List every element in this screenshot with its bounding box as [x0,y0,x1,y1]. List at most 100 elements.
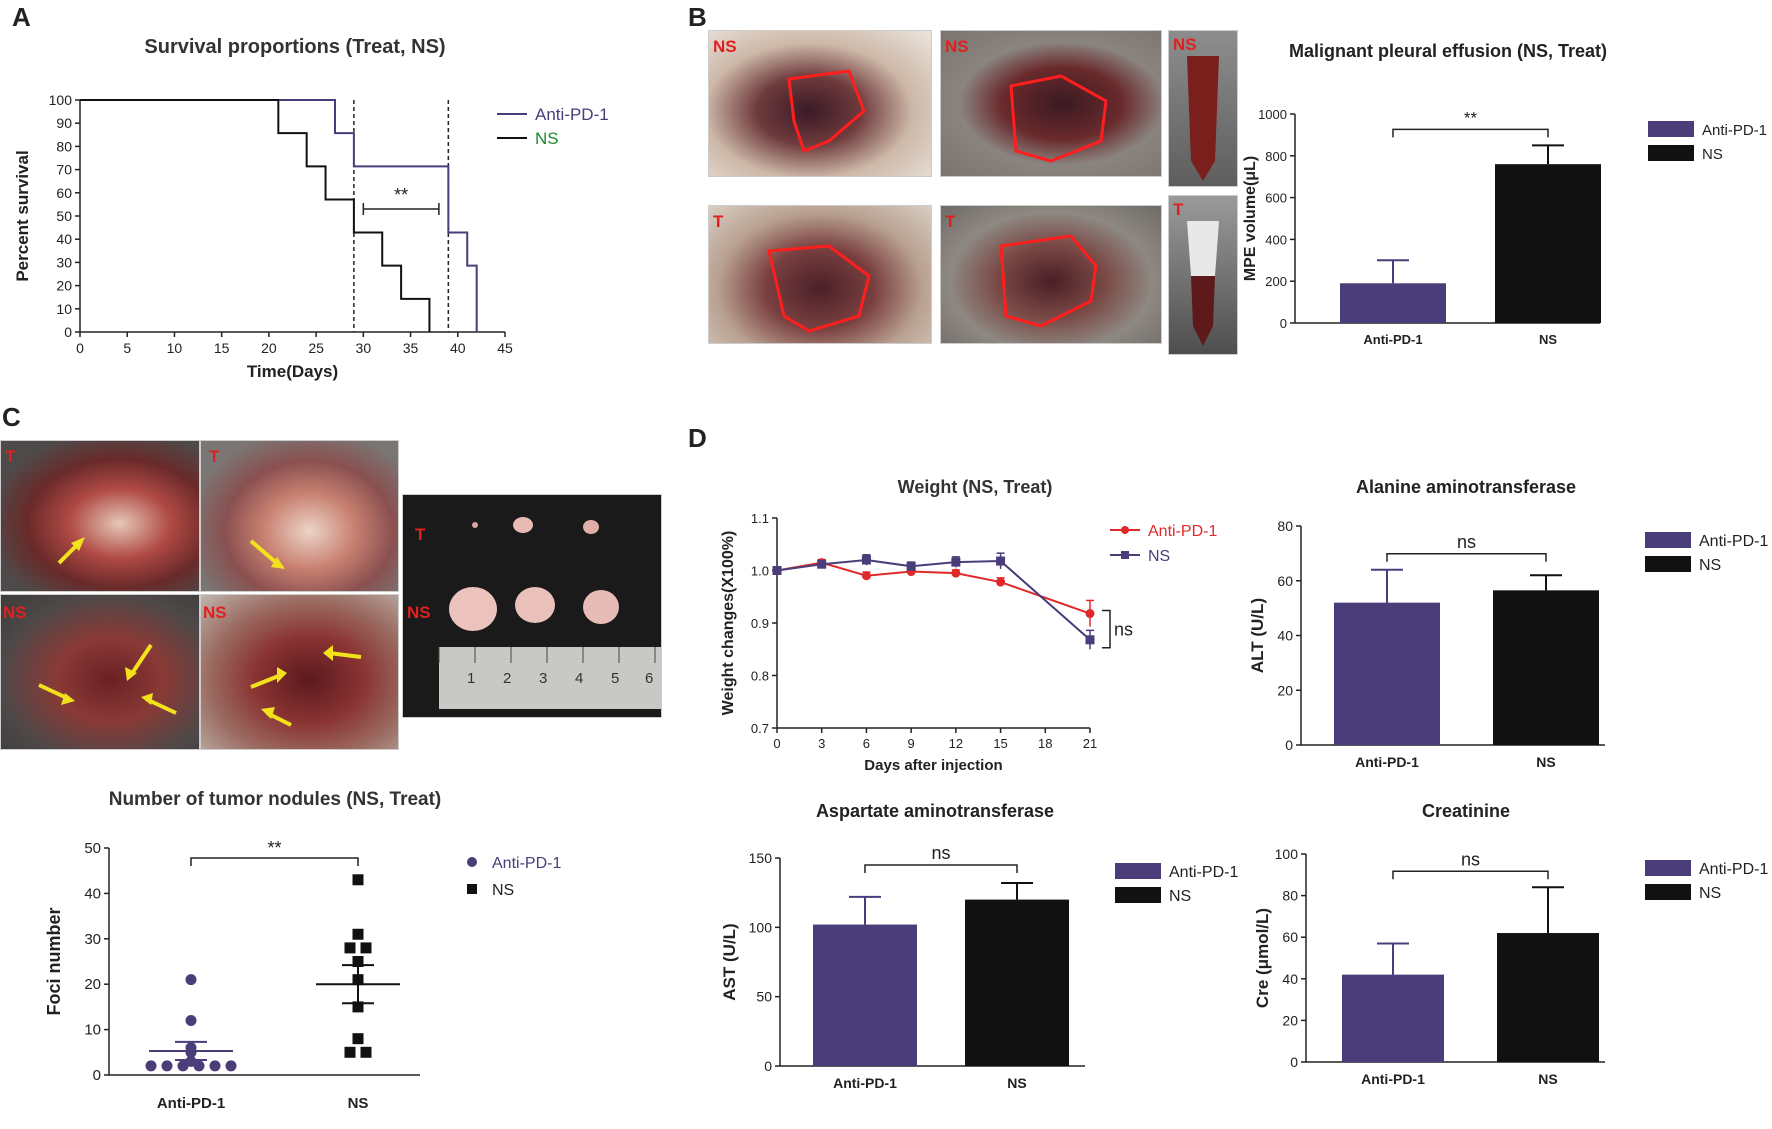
data-point [352,1001,364,1013]
y-tick-label: 30 [56,254,72,270]
y-tick-label: 10 [56,301,72,317]
y-tick-label: 0.7 [751,721,769,736]
tag-ns: NS [203,603,227,622]
y-tick-label: 30 [84,931,101,948]
significance-label: ns [931,843,950,863]
significance-bracket [1392,128,1549,138]
legend-label: Anti-PD-1 [492,855,561,872]
data-point [193,1060,205,1072]
ruler-number: 4 [575,670,583,687]
x-tick-label: 40 [450,340,466,356]
photo-b-tube-t: T [1168,195,1238,355]
legend-label: Anti-PD-1 [1699,861,1768,878]
y-tick-label: 0.9 [751,616,769,631]
legend-label: Anti-PD-1 [1148,523,1217,540]
y-tick-label: 50 [756,989,772,1005]
x-tick-label: 9 [908,736,915,751]
legend-label: NS [1169,888,1191,905]
tag-t: T [5,447,16,466]
data-point [360,1046,372,1058]
significance-bracket [1386,553,1547,562]
y-tick-label: 0 [1280,316,1287,331]
x-tick-label: NS [348,1095,369,1112]
chart-title: Survival proportions (Treat, NS) [144,36,445,58]
x-tick-label: 15 [993,736,1007,751]
x-tick-label: Anti-PD-1 [1363,332,1422,347]
legend-swatch [1648,145,1694,161]
x-tick-label: 10 [167,340,183,356]
x-tick-label: 25 [308,340,324,356]
legend-marker [1121,551,1129,559]
y-tick-label: 0.8 [751,669,769,684]
x-tick-label: 35 [403,340,419,356]
y-tick-label: 90 [56,115,72,131]
tag-t: T [415,525,426,544]
tag-ns: NS [3,603,27,622]
photo-b-tube-ns: NS [1168,30,1238,187]
x-tick-label: Anti-PD-1 [1355,754,1419,770]
y-tick-label: 0 [93,1067,101,1084]
y-tick-label: 0 [64,324,72,340]
chart-title: Creatinine [1422,801,1510,821]
y-axis-label: AST (U/L) [720,923,739,1000]
photo-b-t-1: T [708,205,932,344]
photo-c-t-1: T [0,440,200,592]
bar [1493,590,1599,745]
bar [965,899,1069,1066]
ruler-number: 1 [467,670,475,687]
bar [1495,164,1601,323]
photo-c-ns-1: NS [0,594,200,750]
bar [1334,602,1440,745]
y-tick-label: 40 [1282,971,1298,987]
legend-label: Anti-PD-1 [1699,533,1768,550]
data-point [1085,635,1095,645]
x-tick-label: Anti-PD-1 [1361,1071,1425,1087]
y-axis-label: Cre (μmol/L) [1253,908,1272,1008]
data-point [352,1033,364,1045]
photo-c-ns-2: NS [200,594,399,750]
x-tick-label: 3 [818,736,825,751]
tag-t: T [209,447,220,466]
ruler-number: 5 [611,670,619,687]
photo-b-ns-1: NS [708,30,932,177]
legend-swatch [1645,884,1691,900]
legend-label: Anti-PD-1 [535,105,609,124]
y-tick-label: 20 [1282,1012,1298,1028]
significance-label: ** [267,838,281,858]
data-point [1085,609,1095,619]
panel-label-d: D [688,423,707,453]
significance-label: ns [1461,849,1480,869]
y-tick-label: 400 [1265,232,1287,247]
x-tick-label: 15 [214,340,230,356]
y-axis-label: Weight changes(X100%) [720,531,737,716]
tag-ns: NS [713,37,737,56]
x-tick-label: NS [1007,1075,1026,1091]
chart-title: Aspartate aminotransferase [816,801,1054,821]
y-tick-label: 40 [56,231,72,247]
ruler-number: 2 [503,670,511,687]
y-tick-label: 50 [84,840,101,857]
legend-label: Anti-PD-1 [1702,122,1767,139]
chart-title: Number of tumor nodules (NS, Treat) [109,789,442,810]
y-tick-label: 100 [1275,846,1299,862]
legend-label: NS [1699,557,1721,574]
x-tick-label: NS [1536,754,1555,770]
significance-label: ** [394,185,408,205]
significance-bracket [864,864,1018,873]
data-point [209,1060,221,1072]
data-point [352,874,364,886]
legend-swatch [1115,863,1161,879]
significance-bracket [190,857,359,866]
tag-ns: NS [407,603,431,622]
ruler-number: 3 [539,670,547,687]
data-point [906,561,916,571]
bar [1497,933,1599,1062]
data-point [996,556,1006,566]
x-tick-label: NS [1539,332,1557,347]
x-tick-label: Anti-PD-1 [833,1075,897,1091]
tag-t: T [945,212,956,231]
data-point [772,566,782,575]
y-tick-label: 0 [1285,737,1293,753]
y-axis-label: Foci number [44,907,64,1015]
data-point [951,557,961,567]
